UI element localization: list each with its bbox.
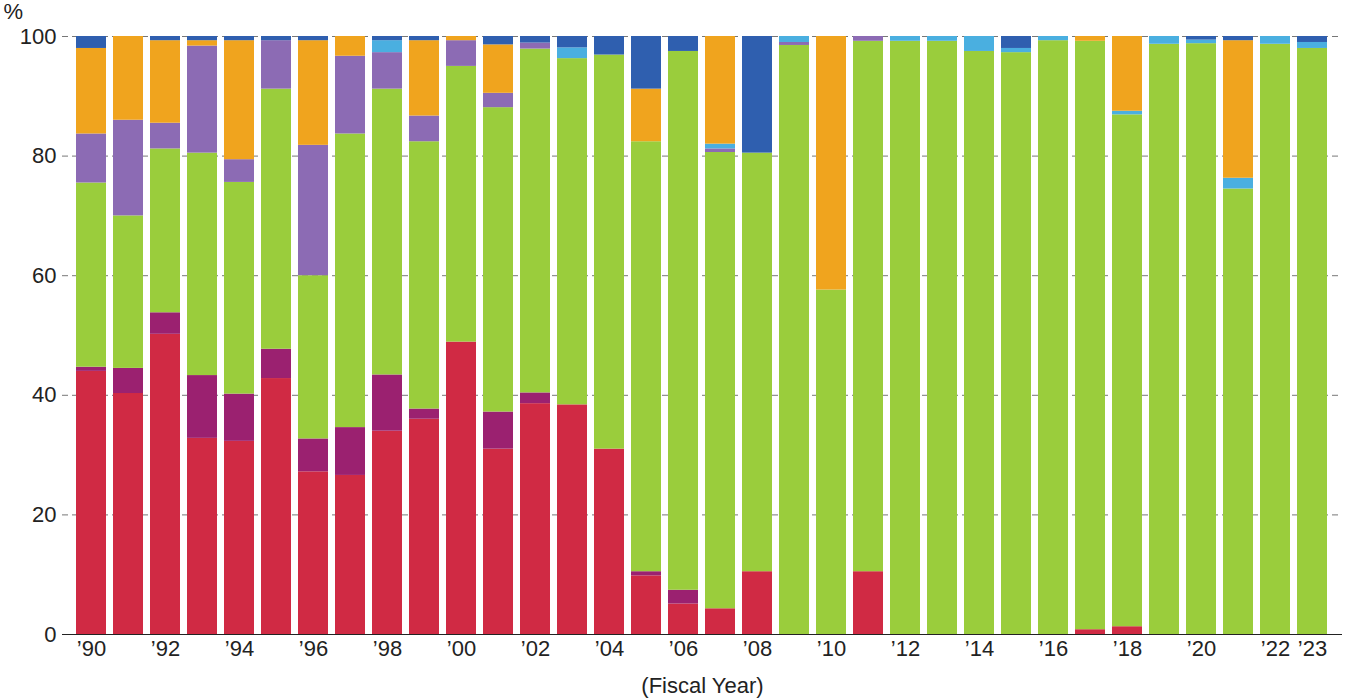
svg-text:’00: ’00 xyxy=(447,636,476,661)
svg-text:’06: ’06 xyxy=(669,636,698,661)
svg-text:’20: ’20 xyxy=(1187,636,1216,661)
svg-text:’14: ’14 xyxy=(965,636,994,661)
svg-text:60: 60 xyxy=(32,263,56,288)
svg-text:100: 100 xyxy=(20,24,57,49)
svg-text:’12: ’12 xyxy=(891,636,920,661)
svg-text:’98: ’98 xyxy=(373,636,402,661)
svg-text:’10: ’10 xyxy=(817,636,846,661)
svg-text:’08: ’08 xyxy=(743,636,772,661)
svg-text:’02: ’02 xyxy=(521,636,550,661)
svg-text:%: % xyxy=(4,0,24,24)
svg-text:’18: ’18 xyxy=(1113,636,1142,661)
svg-text:20: 20 xyxy=(32,502,56,527)
svg-text:’92: ’92 xyxy=(151,636,180,661)
svg-text:’90: ’90 xyxy=(77,636,106,661)
svg-text:(Fiscal Year): (Fiscal Year) xyxy=(641,673,763,698)
svg-text:40: 40 xyxy=(32,382,56,407)
svg-text:80: 80 xyxy=(32,143,56,168)
svg-text:’04: ’04 xyxy=(595,636,624,661)
svg-text:’96: ’96 xyxy=(299,636,328,661)
svg-text:’94: ’94 xyxy=(225,636,254,661)
svg-text:’16: ’16 xyxy=(1039,636,1068,661)
svg-text:’22: ’22 xyxy=(1261,636,1290,661)
svg-text:0: 0 xyxy=(44,622,56,647)
svg-text:’23: ’23 xyxy=(1298,636,1327,661)
